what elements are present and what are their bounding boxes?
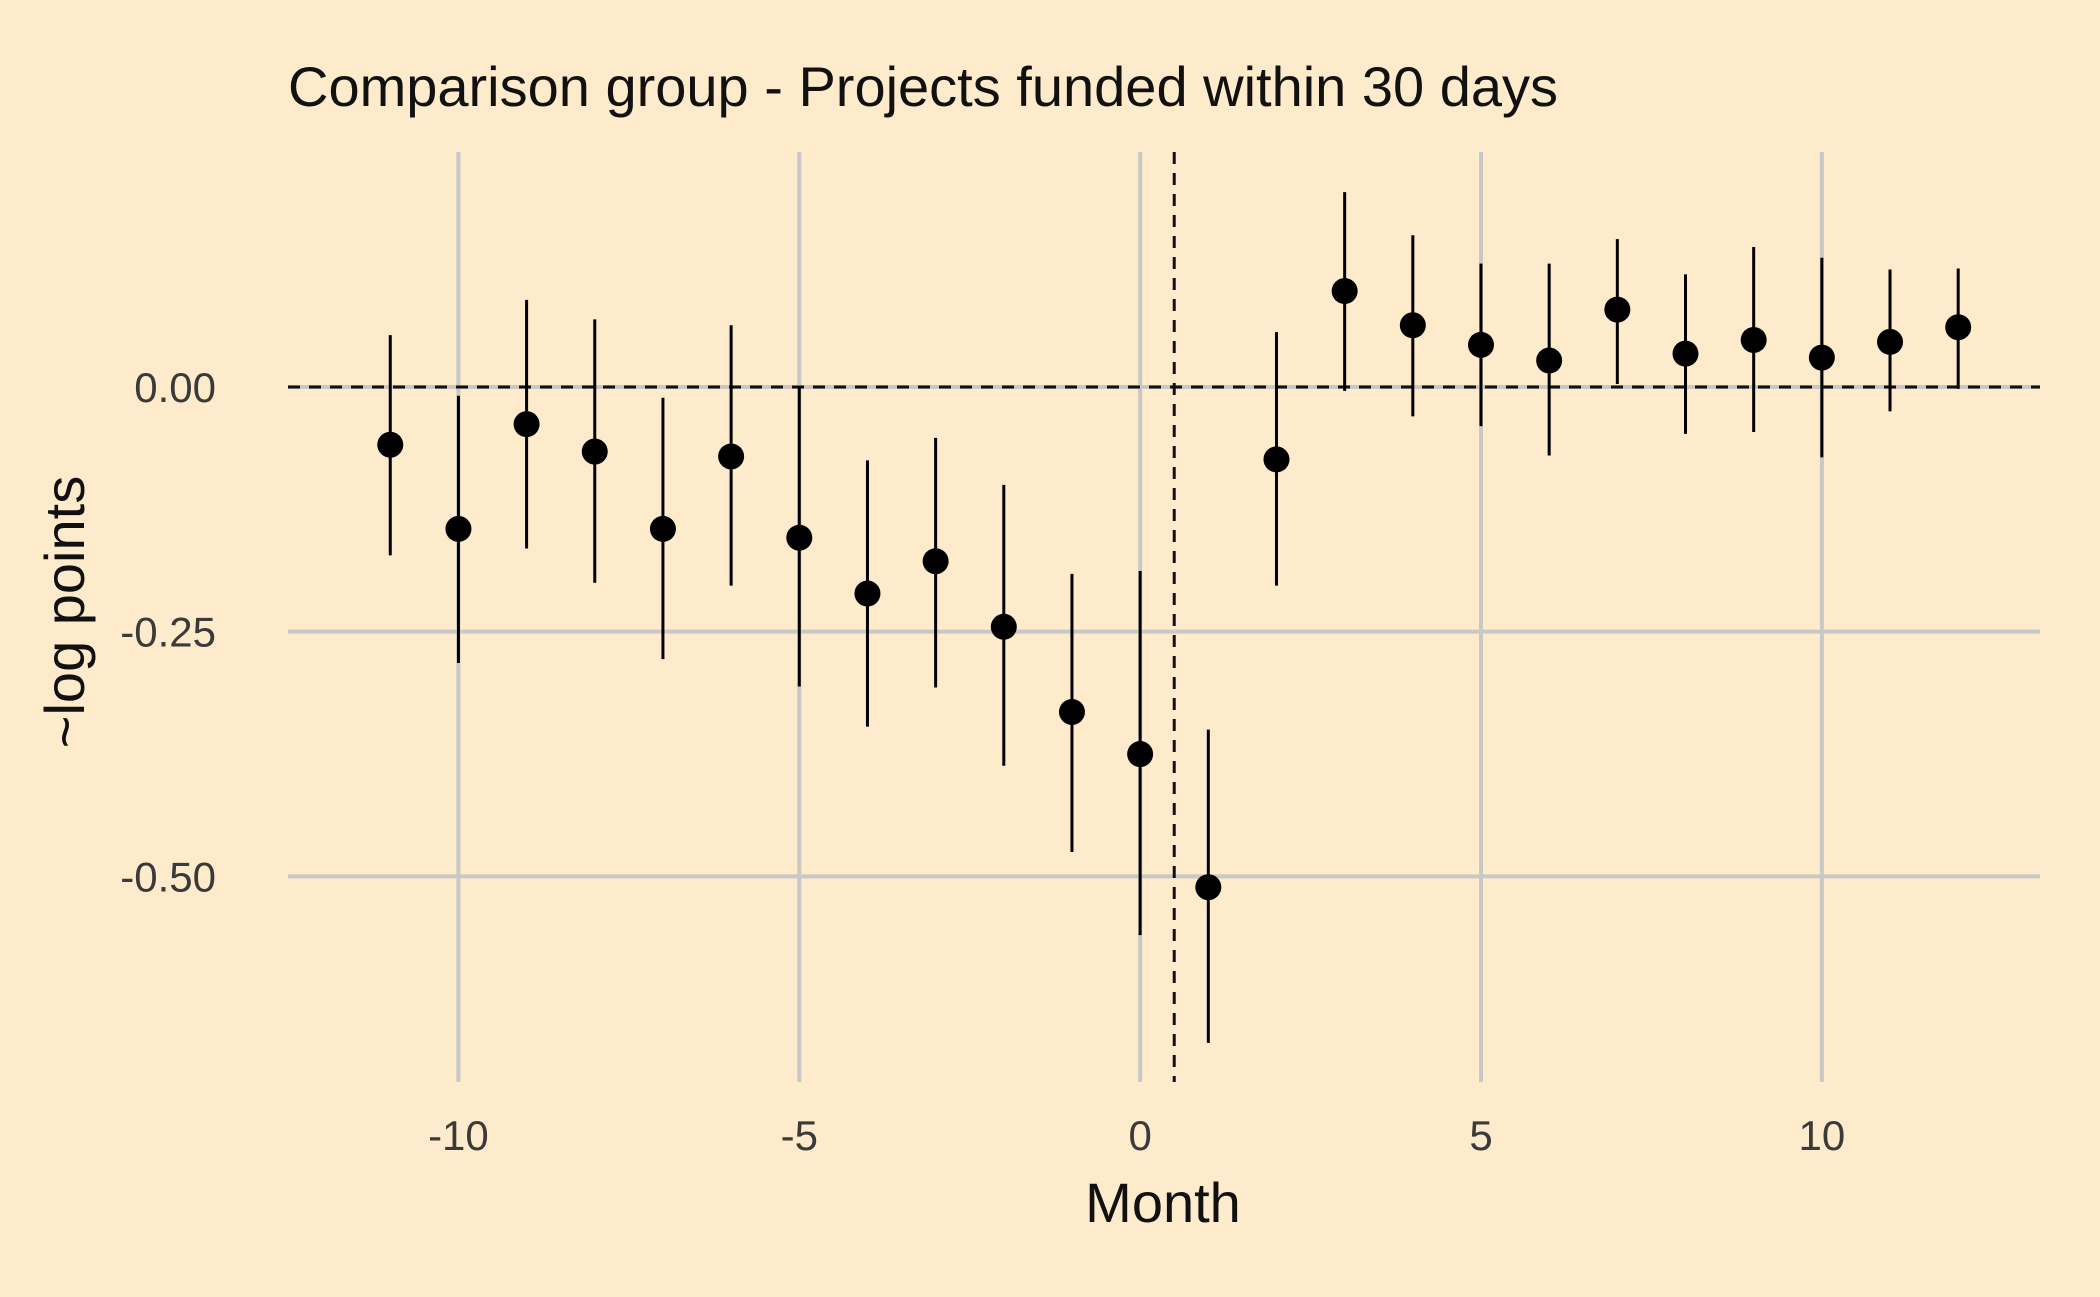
data-point xyxy=(1604,296,1631,323)
data-point xyxy=(1331,278,1358,305)
data-point xyxy=(1672,340,1699,367)
x-tick-label: 0 xyxy=(1128,1112,1151,1159)
data-point xyxy=(1877,328,1904,355)
data-point xyxy=(513,411,540,438)
data-point xyxy=(445,515,472,542)
data-point xyxy=(1740,326,1767,353)
data-point xyxy=(1536,347,1563,374)
y-axis-title: ~log points xyxy=(33,476,96,748)
chart-title: Comparison group - Projects funded withi… xyxy=(288,55,1558,118)
data-point xyxy=(581,438,608,465)
y-tick-label: 0.00 xyxy=(134,364,216,411)
data-point xyxy=(990,613,1017,640)
data-point xyxy=(786,524,813,551)
data-layer xyxy=(377,192,1972,1043)
data-point xyxy=(377,431,404,458)
data-point xyxy=(1058,698,1085,725)
reference-lines xyxy=(288,152,2040,1082)
x-tick-label: 5 xyxy=(1469,1112,1492,1159)
data-point xyxy=(718,443,745,470)
x-tick-label: 10 xyxy=(1798,1112,1845,1159)
data-point xyxy=(1945,314,1972,341)
x-tick-label: -5 xyxy=(781,1112,818,1159)
data-point xyxy=(1263,446,1290,473)
data-point xyxy=(1467,331,1494,358)
data-point xyxy=(922,548,949,575)
data-point xyxy=(1127,741,1154,768)
x-axis-title: Month xyxy=(1085,1171,1241,1234)
data-point xyxy=(649,515,676,542)
x-tick-label: -10 xyxy=(428,1112,489,1159)
data-point xyxy=(1808,344,1835,371)
data-point xyxy=(1195,874,1222,901)
data-point xyxy=(1399,312,1426,339)
y-tick-label: -0.25 xyxy=(120,609,216,656)
y-tick-label: -0.50 xyxy=(120,853,216,900)
data-point xyxy=(854,580,881,607)
grid-layer xyxy=(288,152,2040,1082)
tick-labels: -10 -5 0 5 10 0.00 -0.25 -0.50 xyxy=(120,364,1845,1159)
